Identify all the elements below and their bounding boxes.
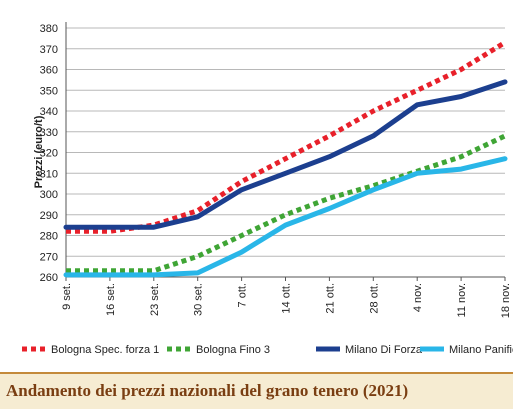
legend: Bologna Spec. forza 1 Bologna Fino 3 Milan…	[22, 344, 513, 356]
series-line-4	[63, 156, 508, 278]
series-line-3	[63, 79, 508, 230]
x-tick-label: 28 ott.	[368, 283, 380, 314]
y-tick-label: 290	[40, 210, 58, 222]
x-tick-label: 18 nov.	[500, 283, 512, 318]
x-tick-label: 7 ott.	[237, 283, 249, 307]
series-line-2	[66, 133, 507, 274]
x-tick-label: 14 ott.	[281, 283, 293, 314]
legend-label: Milano Di Forza	[345, 344, 423, 356]
x-tick-labels: 9 set. 16 set. 23 set. 30 set. 7 ott. 14 ott.…	[61, 283, 512, 318]
x-tick-label: 21 ott.	[324, 283, 336, 314]
x-tick-label: 16 set.	[105, 283, 117, 316]
gridlines	[66, 27, 505, 278]
y-tick-label: 370	[40, 44, 58, 56]
y-tick-label: 280	[40, 231, 58, 243]
x-tick-label: 11 nov.	[456, 283, 468, 317]
x-tick-label: 4 nov.	[412, 283, 424, 312]
x-tick-label: 9 set.	[61, 283, 73, 310]
y-tick-label: 310	[40, 168, 58, 180]
y-tick-label: 260	[40, 272, 58, 284]
y-tick-label: 320	[40, 148, 58, 160]
legend-label: Milano Panificabile	[449, 344, 513, 356]
chart: 260270280290300310320330340350360370380 …	[22, 22, 513, 356]
x-tick-label: 30 set.	[193, 283, 205, 316]
legend-label: Bologna Fino 3	[196, 344, 270, 356]
y-tick-label: 330	[40, 127, 58, 139]
y-axis-title: Prezzi (euro/t)	[33, 115, 45, 188]
chart-caption: Andamento dei prezzi nazionali del grano…	[6, 381, 409, 400]
series-lines	[63, 40, 508, 278]
x-tick-label: 23 set.	[149, 283, 161, 316]
y-tick-label: 270	[40, 251, 58, 263]
legend-label: Bologna Spec. forza 1	[51, 344, 159, 356]
caption-bar: Andamento dei prezzi nazionali del grano…	[0, 372, 513, 409]
axes	[65, 22, 506, 281]
y-tick-label: 340	[40, 106, 58, 118]
y-tick-labels: 260 270 280 290 300 310 320 330 340 350 360 370 380	[40, 23, 58, 284]
y-tick-label: 300	[40, 189, 58, 201]
series-line-1	[66, 40, 507, 234]
y-tick-label: 380	[40, 23, 58, 35]
y-tick-label: 360	[40, 65, 58, 77]
y-tick-label: 350	[40, 85, 58, 97]
